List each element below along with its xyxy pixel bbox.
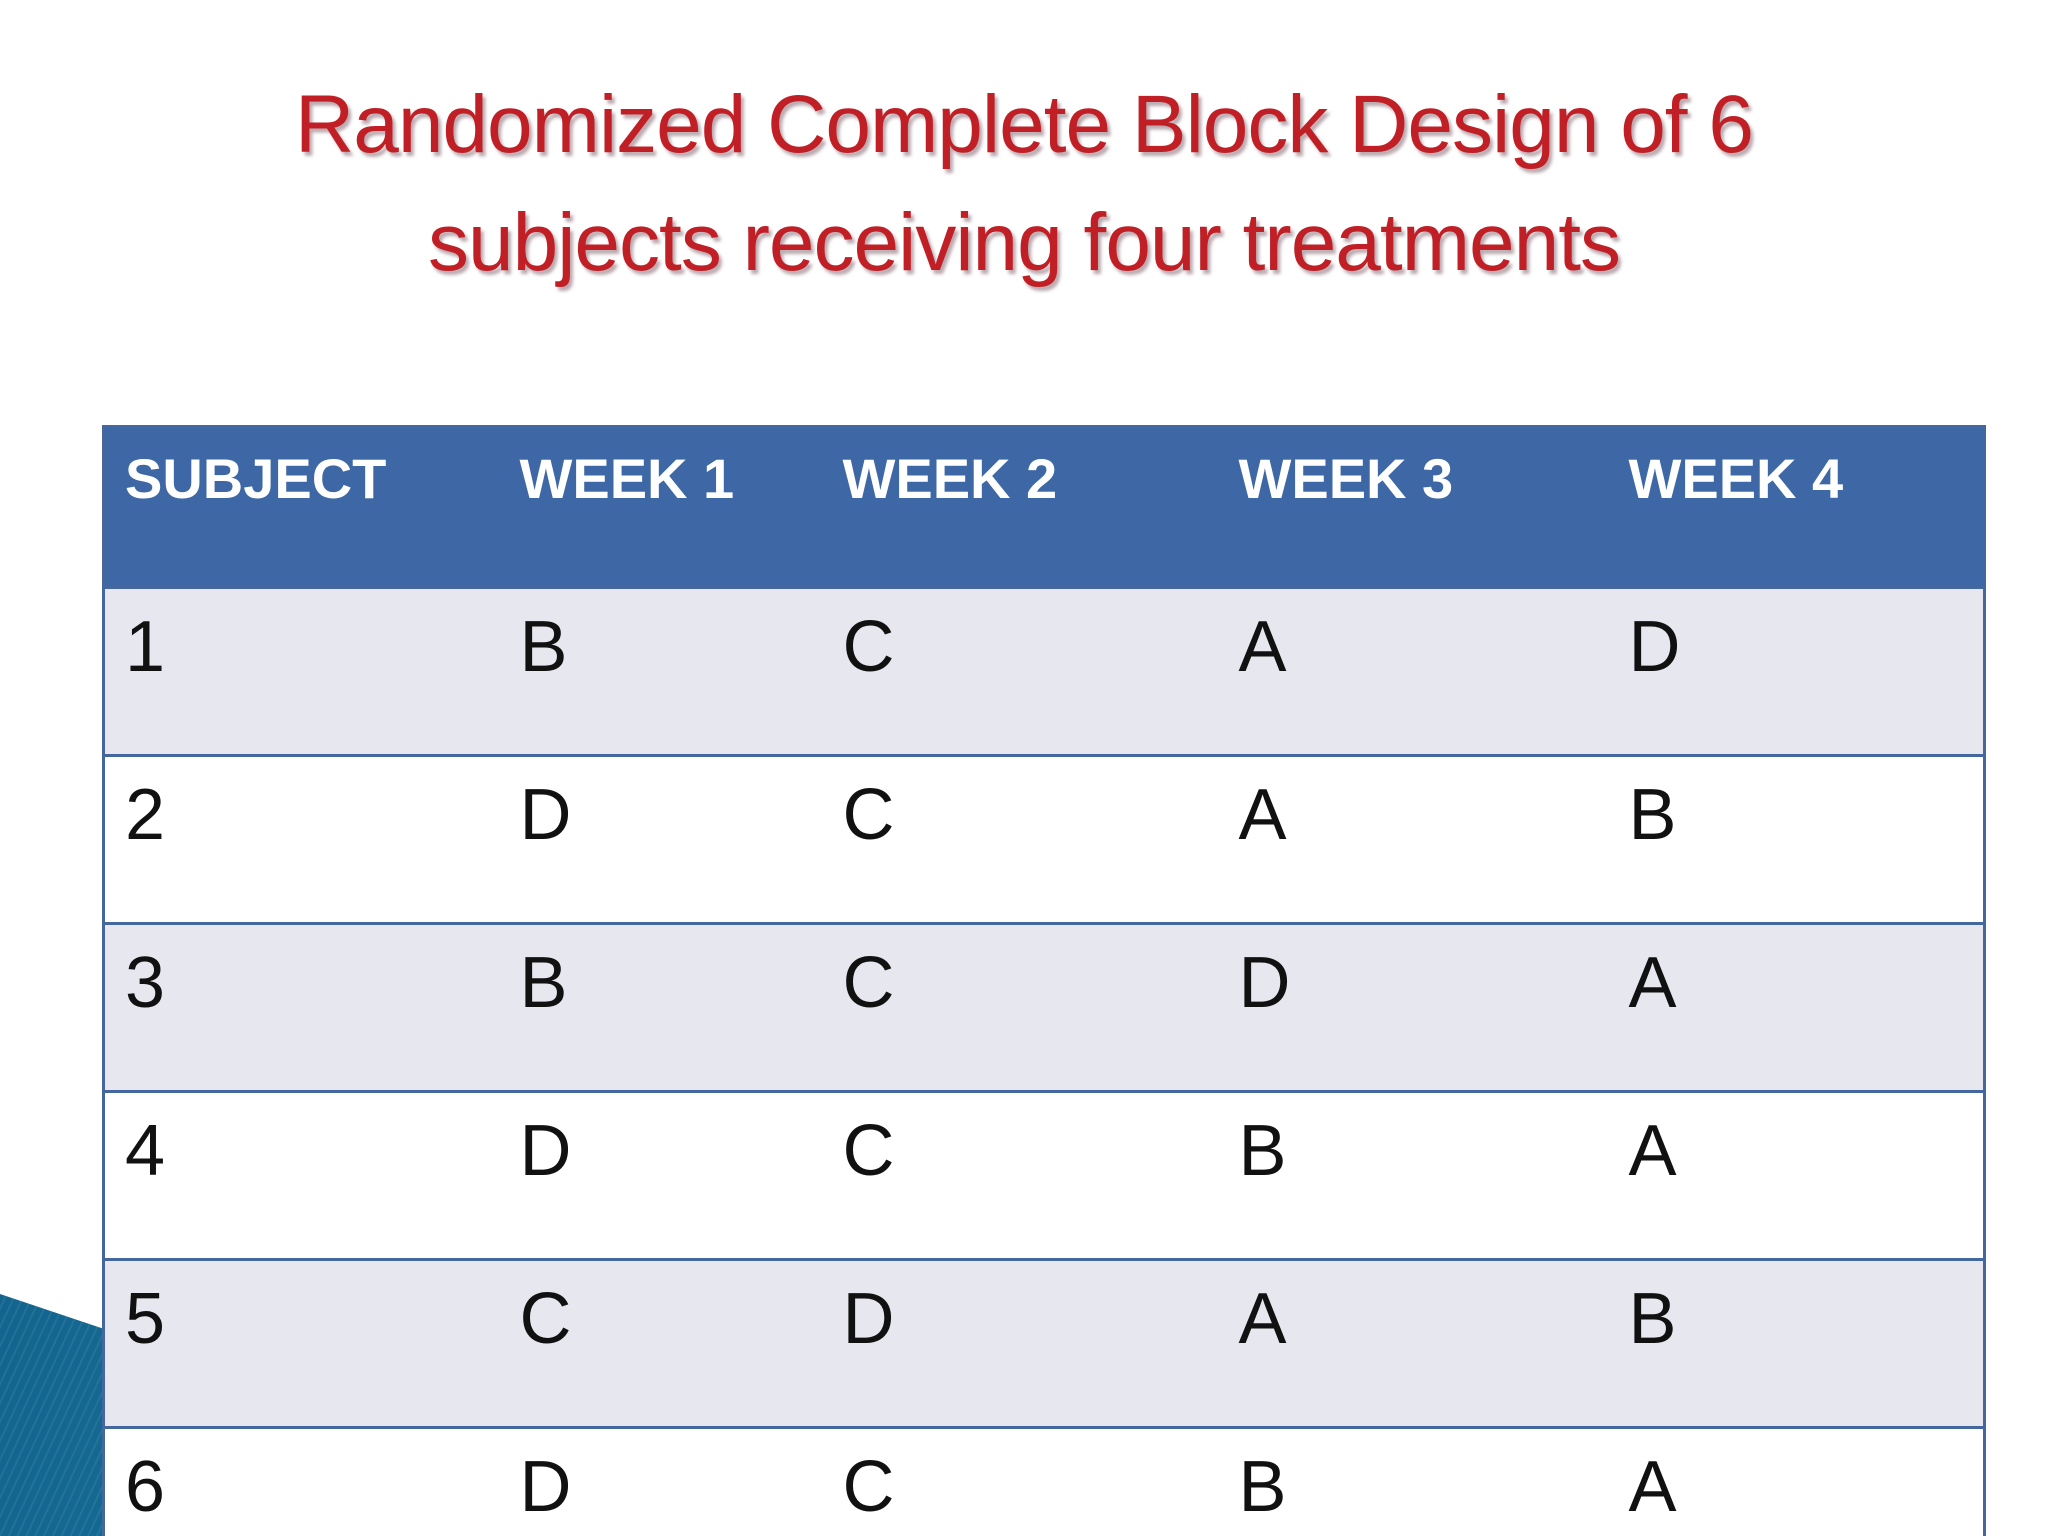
table-row: 2 D C A B [103, 754, 1985, 925]
treatment-cell: B [1608, 1258, 1985, 1429]
treatment-cell: B [499, 586, 823, 757]
treatment-cell: A [1608, 922, 1985, 1093]
table-row: 3 B C D A [103, 922, 1985, 1093]
header-cell-week1: WEEK 1 [499, 425, 823, 589]
treatment-cell: A [1218, 1258, 1609, 1429]
treatment-cell: C [822, 754, 1219, 925]
design-table: SUBJECT WEEK 1 WEEK 2 WEEK 3 WEEK 4 1 B … [102, 425, 1986, 1536]
treatment-cell: D [1218, 922, 1609, 1093]
treatment-cell: C [822, 1426, 1219, 1536]
slide-title: Randomized Complete Block Design of 6 su… [0, 66, 2048, 302]
treatment-cell: B [1218, 1426, 1609, 1536]
table-row: 6 D C B A [103, 1426, 1985, 1536]
subject-cell: 1 [103, 586, 500, 757]
header-cell-subject: SUBJECT [103, 425, 500, 589]
slide-title-line1: Randomized Complete Block Design of 6 [295, 79, 1754, 170]
treatment-cell: A [1218, 586, 1609, 757]
treatment-cell: C [822, 586, 1219, 757]
treatment-cell: D [499, 1090, 823, 1261]
subject-cell: 4 [103, 1090, 500, 1261]
subject-cell: 5 [103, 1258, 500, 1429]
subject-cell: 2 [103, 754, 500, 925]
header-cell-week3: WEEK 3 [1218, 425, 1609, 589]
treatment-cell: D [499, 754, 823, 925]
table-row: 4 D C B A [103, 1090, 1985, 1261]
treatment-cell: D [822, 1258, 1219, 1429]
table-row: 5 C D A B [103, 1258, 1985, 1429]
subject-cell: 3 [103, 922, 500, 1093]
table-header-row: SUBJECT WEEK 1 WEEK 2 WEEK 3 WEEK 4 [103, 425, 1985, 589]
treatment-cell: A [1608, 1426, 1985, 1536]
treatment-cell: B [1218, 1090, 1609, 1261]
table-row: 1 B C A D [103, 586, 1985, 757]
treatment-cell: D [499, 1426, 823, 1536]
header-cell-week4: WEEK 4 [1608, 425, 1985, 589]
slide-title-line2: subjects receiving four treatments [428, 197, 1621, 288]
subject-cell: 6 [103, 1426, 500, 1536]
treatment-cell: B [1608, 754, 1985, 925]
treatment-cell: A [1218, 754, 1609, 925]
treatment-cell: D [1608, 586, 1985, 757]
header-cell-week2: WEEK 2 [822, 425, 1219, 589]
treatment-cell: B [499, 922, 823, 1093]
treatment-cell: C [822, 1090, 1219, 1261]
treatment-cell: C [499, 1258, 823, 1429]
treatment-cell: A [1608, 1090, 1985, 1261]
treatment-cell: C [822, 922, 1219, 1093]
